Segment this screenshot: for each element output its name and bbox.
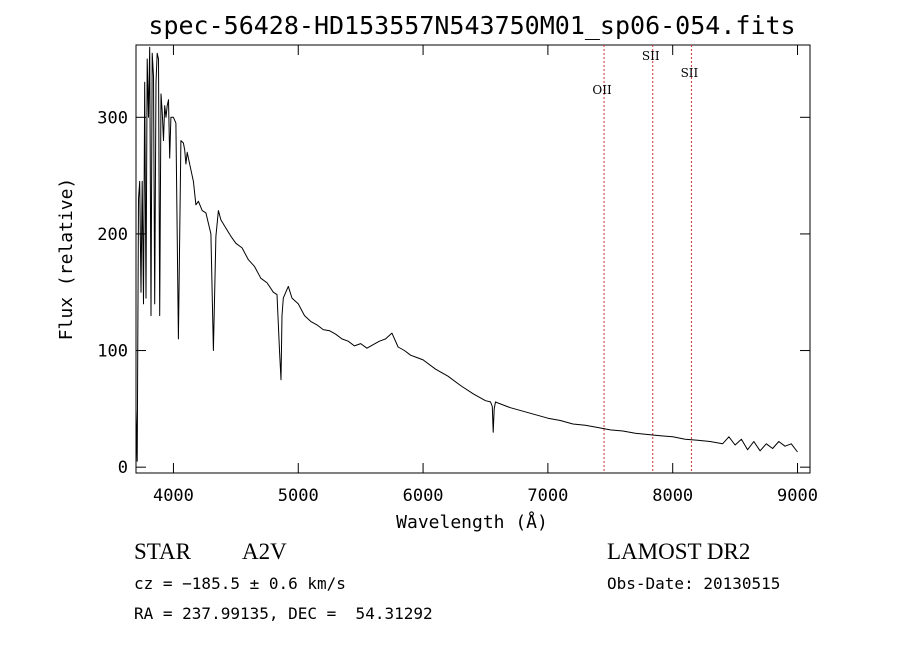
x-tick-label: 6000 bbox=[403, 486, 444, 506]
y-tick-label: 200 bbox=[97, 225, 128, 245]
x-tick-label: 7000 bbox=[527, 486, 568, 506]
observation-date: Obs-Date: 20130515 bbox=[607, 574, 781, 593]
y-axis-label: Flux (relative) bbox=[56, 178, 77, 341]
redshift-cz: cz = −185.5 ± 0.6 km/s bbox=[134, 574, 346, 593]
y-tick-label: 300 bbox=[97, 108, 128, 128]
line-marker-label: SII bbox=[642, 49, 660, 63]
y-tick-label: 100 bbox=[97, 342, 128, 362]
x-tick-label: 9000 bbox=[777, 486, 818, 506]
object-type: STAR bbox=[134, 539, 191, 564]
x-axis-label: Wavelength (Å) bbox=[396, 511, 548, 533]
spectral-subclass: A2V bbox=[242, 539, 287, 564]
line-marker-layer: OII SII SII bbox=[592, 45, 699, 473]
survey-name: LAMOST DR2 bbox=[607, 539, 751, 564]
x-tick-label: 4000 bbox=[153, 486, 194, 506]
x-tick-label: 8000 bbox=[652, 486, 693, 506]
plot-frame bbox=[135, 44, 811, 474]
chart-title: spec-56428-HD153557N543750M01_sp06-054.f… bbox=[148, 11, 795, 40]
line-marker-label: SII bbox=[681, 66, 699, 80]
axis-ticks: 4000 5000 6000 7000 8000 9000 0 100 200 300 bbox=[97, 45, 818, 506]
series-layer bbox=[135, 46, 798, 462]
ra-dec-coordinates: RA = 237.99135, DEC = 54.31292 bbox=[134, 604, 433, 623]
y-tick-label: 0 bbox=[118, 458, 128, 478]
spectrum-line bbox=[135, 46, 798, 462]
line-marker-label: OII bbox=[592, 83, 612, 97]
x-tick-label: 5000 bbox=[278, 486, 319, 506]
